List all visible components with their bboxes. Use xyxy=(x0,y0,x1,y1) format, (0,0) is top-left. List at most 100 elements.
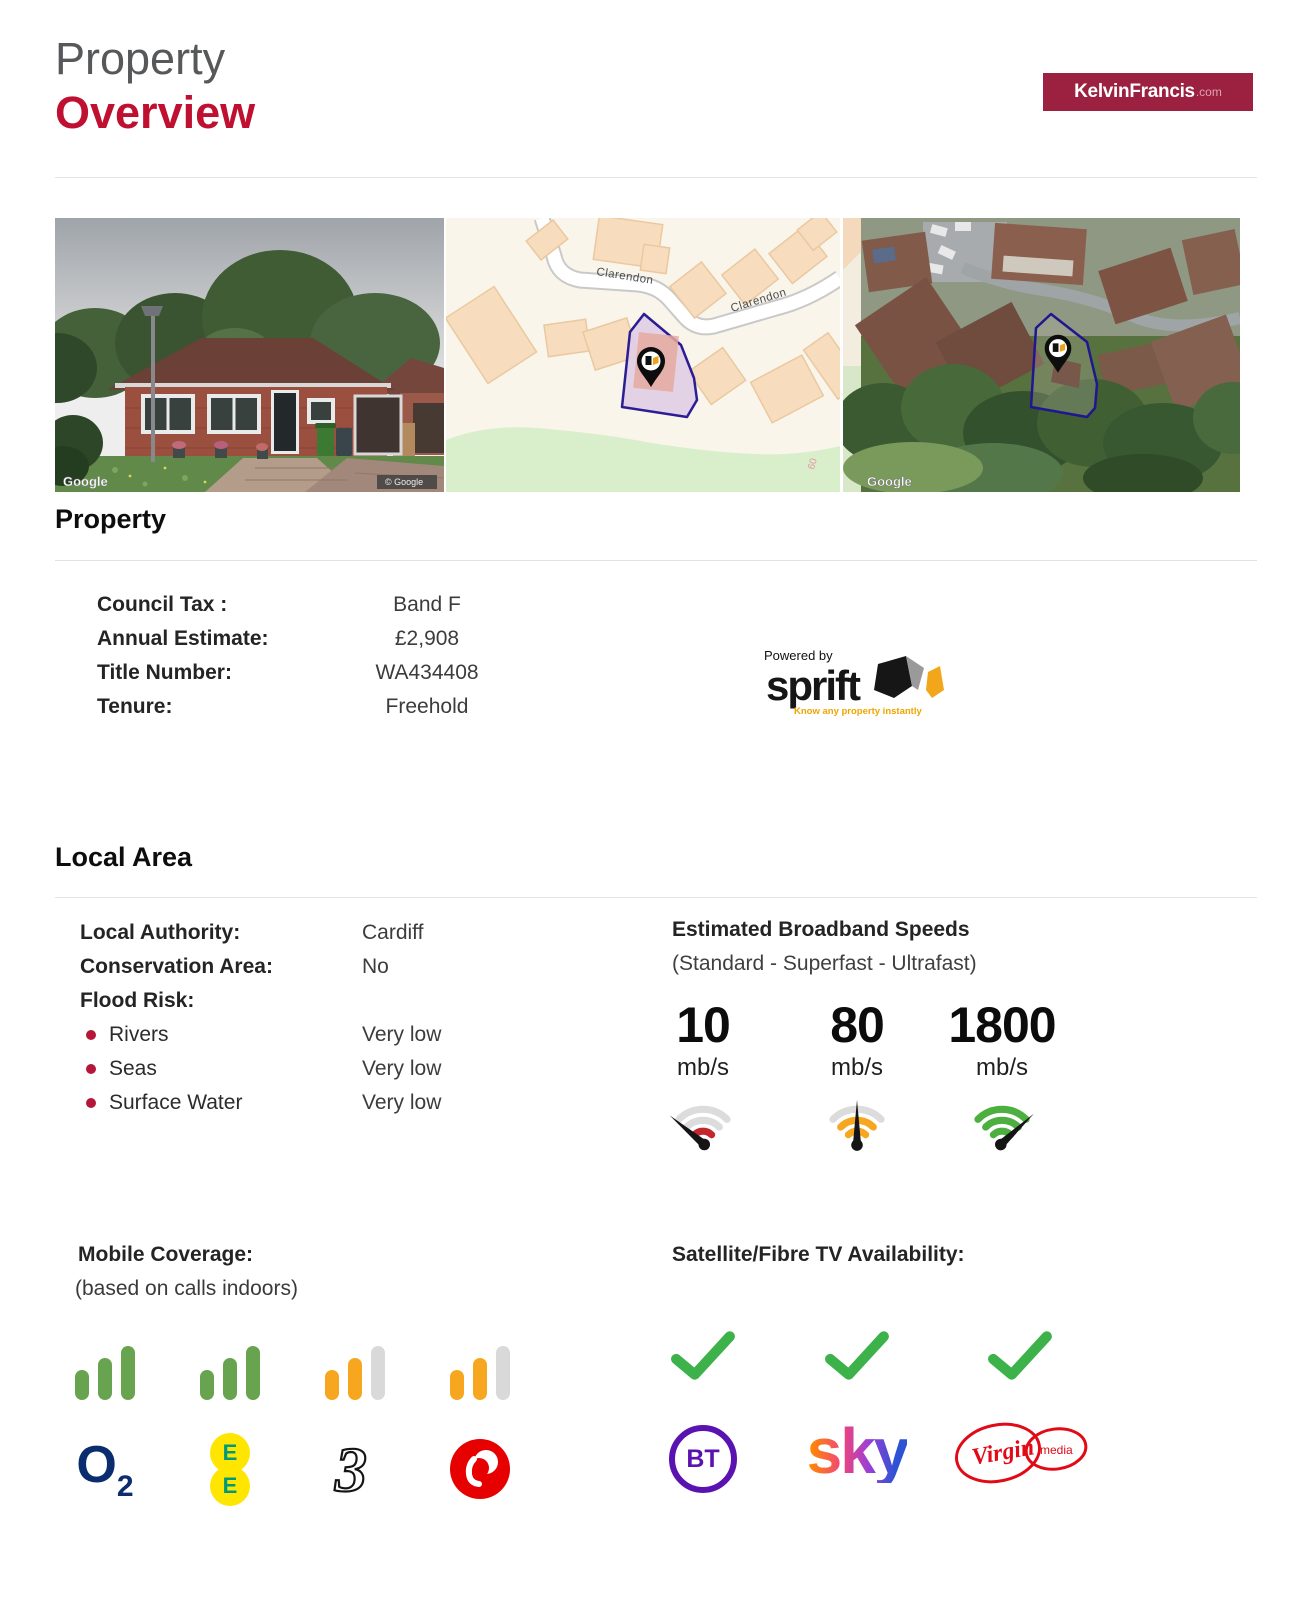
tv-provider-sky: sky xyxy=(799,1330,915,1506)
speed-value: 80 xyxy=(830,997,885,1053)
cars xyxy=(926,222,971,275)
map-plot-number: 60 xyxy=(806,457,820,471)
aerial-photo: Google xyxy=(843,218,1240,492)
bullet-icon xyxy=(86,1064,96,1074)
local-area-row: Local Authority: Cardiff xyxy=(80,916,441,950)
speed-gauge-medium-icon xyxy=(829,1099,885,1151)
flood-risk-item: Rivers Very low xyxy=(80,1018,441,1052)
page-title-line1: Property xyxy=(55,33,226,84)
powered-by-label: Powered by xyxy=(764,648,833,663)
local-area-row: Flood Risk: xyxy=(80,984,441,1018)
garage-door xyxy=(353,394,403,456)
speed-gauge-low-icon xyxy=(669,1105,731,1151)
local-area-row: Conservation Area: No xyxy=(80,950,441,984)
provider-vodafone xyxy=(430,1336,530,1524)
mobile-providers: O2 E E 3 xyxy=(55,1336,595,1546)
property-facts: Council Tax : Band F Annual Estimate: £2… xyxy=(97,588,517,724)
map-road xyxy=(535,218,840,334)
property-row-label: Council Tax : xyxy=(97,593,228,616)
bins xyxy=(315,423,352,456)
flood-risk-label: Rivers xyxy=(109,1023,169,1046)
broadband-speeds: 10 mb/s 80 mb/s xyxy=(645,1000,1105,1180)
local-area-row-value: Cardiff xyxy=(362,921,424,944)
speed-standard: 10 mb/s xyxy=(645,1000,761,1157)
sprift-wordmark: sprift xyxy=(766,662,861,709)
location-pin-icon xyxy=(637,347,665,387)
check-icon xyxy=(671,1331,735,1380)
o2-logo: O2 xyxy=(76,1435,134,1503)
property-row: Annual Estimate: £2,908 xyxy=(97,622,517,656)
section-heading-property: Property xyxy=(55,504,167,534)
flood-risk-value: Very low xyxy=(362,1057,442,1080)
broadband-subheading: (Standard - Superfast - Ultrafast) xyxy=(672,952,977,975)
flood-risk-item: Seas Very low xyxy=(80,1052,441,1086)
property-row-label: Tenure: xyxy=(97,695,173,718)
local-area-facts: Local Authority: Cardiff Conservation Ar… xyxy=(80,916,441,1120)
signal-bars-icon xyxy=(180,1336,280,1400)
map-buildings xyxy=(446,218,840,424)
flood-risk-item: Surface Water Very low xyxy=(80,1086,441,1120)
svg-text:Virgin: Virgin xyxy=(970,1434,1036,1470)
map-green-area xyxy=(446,427,840,492)
local-area-row-value: No xyxy=(362,955,389,978)
aerial-road xyxy=(960,262,1240,332)
sprift-tagline: Know any property instantly xyxy=(794,706,922,717)
property-row-value: £2,908 xyxy=(394,627,460,650)
location-pin-icon xyxy=(1044,334,1072,373)
flood-risk-value: Very low xyxy=(362,1023,442,1046)
google-watermark: Google xyxy=(867,474,912,489)
mobile-coverage-heading: Mobile Coverage: xyxy=(78,1243,254,1266)
provider-o2: O2 xyxy=(55,1336,155,1524)
local-area-row-label: Conservation Area: xyxy=(80,955,273,978)
svg-text:3: 3 xyxy=(334,1434,367,1505)
sprift-logo: Powered by sprift Know any property inst… xyxy=(750,644,945,727)
svg-text:media: media xyxy=(1040,1443,1073,1457)
bt-logo: BT xyxy=(645,1404,761,1514)
ee-logo: E E xyxy=(180,1414,280,1524)
tv-providers: BT sky Virgin media xyxy=(645,1330,1115,1550)
check-icon xyxy=(988,1331,1052,1380)
check-icon xyxy=(825,1331,889,1380)
page-title: Property Overview xyxy=(55,32,255,140)
shrubs xyxy=(55,415,103,486)
bullet-icon xyxy=(86,1030,96,1040)
vodafone-logo xyxy=(430,1414,530,1524)
street-view-illustration: Google © Google xyxy=(55,218,444,492)
plot-map-illustration: Clarendon Clarendon 60 xyxy=(446,218,840,492)
flood-risk-label: Surface Water xyxy=(109,1091,243,1114)
flood-risk-label: Seas xyxy=(109,1057,157,1080)
tv-provider-bt: BT xyxy=(645,1330,761,1514)
agency-logo-suffix: .com xyxy=(1195,85,1222,99)
virgin-media-logo: Virgin media xyxy=(940,1396,1100,1506)
provider-ee: E E xyxy=(180,1336,280,1524)
sprift-house-icon xyxy=(874,656,944,698)
property-divider xyxy=(55,560,1257,561)
signal-bars-icon xyxy=(305,1336,405,1400)
speed-superfast: 80 mb/s xyxy=(799,1000,915,1157)
property-row: Title Number: WA434408 xyxy=(97,656,517,690)
speed-value: 10 xyxy=(676,997,731,1053)
header-divider xyxy=(55,177,1257,178)
mobile-coverage-subheading: (based on calls indoors) xyxy=(75,1277,298,1300)
tv-availability-heading: Satellite/Fibre TV Availability: xyxy=(672,1243,965,1266)
property-row: Council Tax : Band F xyxy=(97,588,517,622)
google-watermark: Google xyxy=(63,474,108,489)
property-row-value: Freehold xyxy=(385,695,469,718)
plot-map: Clarendon Clarendon 60 xyxy=(446,218,840,492)
flood-risk-value: Very low xyxy=(362,1091,442,1114)
property-row-value: Band F xyxy=(393,593,461,616)
speed-gauge-high-icon xyxy=(974,1105,1034,1151)
property-row-value: WA434408 xyxy=(375,661,479,684)
speed-unit: mb/s xyxy=(830,1054,883,1081)
speed-unit: mb/s xyxy=(676,1054,729,1081)
property-row-label: Title Number: xyxy=(97,661,232,684)
broadband-heading: Estimated Broadband Speeds xyxy=(672,918,970,941)
sky-logo: sky xyxy=(806,1415,910,1487)
local-area-row-label: Flood Risk: xyxy=(80,989,195,1012)
aerial-illustration: Google xyxy=(843,218,1240,492)
signal-bars-icon xyxy=(430,1336,530,1400)
tv-provider-virgin-media: Virgin media xyxy=(940,1330,1100,1506)
speed-value: 1800 xyxy=(948,997,1056,1053)
speed-ultrafast: 1800 mb/s xyxy=(917,1000,1087,1157)
